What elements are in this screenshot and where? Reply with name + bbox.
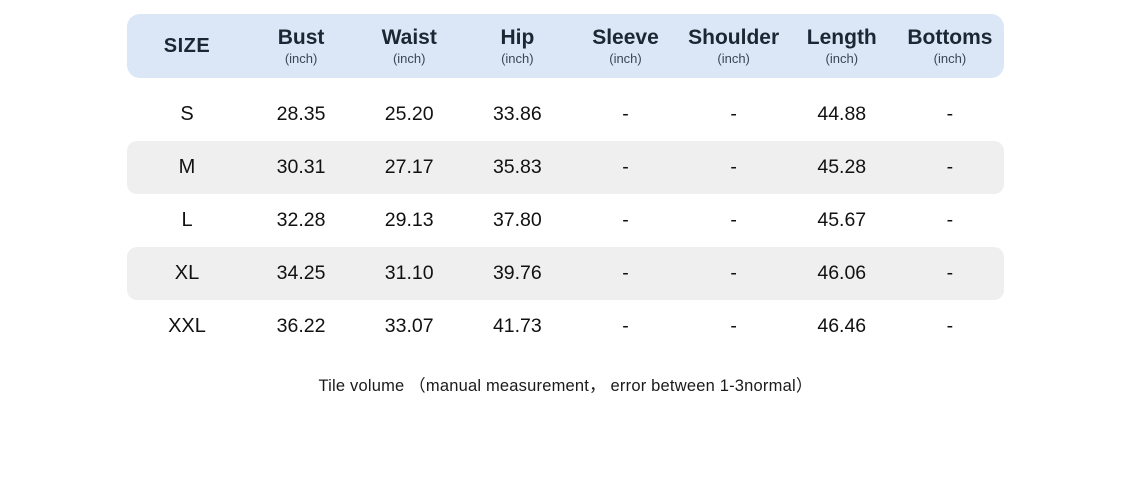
value-cell: 45.67 (817, 209, 867, 231)
value-cell: - (622, 315, 629, 337)
column-header-bust: Bust (inch) (247, 25, 355, 66)
value-cell: 39.76 (492, 262, 542, 284)
value-cell: - (946, 209, 954, 231)
value-cell: - (946, 315, 954, 337)
column-unit: (inch) (284, 50, 318, 66)
column-label: Sleeve (592, 25, 659, 49)
column-label: Length (806, 25, 877, 49)
table-row-l: L 32.28 29.13 37.80 - - 45.67 - (127, 194, 1004, 247)
column-header-length: Length (inch) (788, 25, 896, 66)
value-cell: 31.10 (384, 262, 434, 284)
column-label: Bottoms (907, 25, 993, 49)
value-cell: 32.28 (276, 209, 326, 231)
column-header-hip: Hip (inch) (463, 25, 571, 66)
column-label: Shoulder (688, 25, 780, 49)
value-cell: - (946, 262, 954, 284)
size-cell: XL (174, 262, 200, 284)
value-cell: 45.28 (817, 156, 867, 178)
value-cell: - (730, 156, 737, 178)
column-label: SIZE (163, 34, 211, 57)
column-label: Hip (500, 25, 535, 49)
value-cell: 34.25 (276, 262, 326, 284)
column-header-bottoms: Bottoms (inch) (896, 25, 1004, 66)
value-cell: - (622, 262, 629, 284)
column-unit: (inch) (933, 50, 967, 66)
column-header-shoulder: Shoulder (inch) (680, 25, 788, 66)
value-cell: 46.46 (817, 315, 867, 337)
value-cell: 29.13 (384, 209, 434, 231)
column-unit: (inch) (825, 50, 859, 66)
value-cell: - (946, 103, 954, 125)
value-cell: - (730, 103, 737, 125)
column-header-sleeve: Sleeve (inch) (571, 25, 679, 66)
value-cell: - (946, 156, 954, 178)
column-unit: (inch) (501, 50, 534, 66)
value-cell: 33.07 (384, 315, 434, 337)
size-cell: S (180, 103, 194, 125)
value-cell: 35.83 (492, 156, 542, 178)
value-cell: 44.88 (817, 103, 867, 125)
value-cell: 25.20 (384, 103, 434, 125)
column-label: Waist (381, 25, 437, 49)
column-header-size: SIZE (127, 34, 247, 57)
measurement-note: Tile volume （manual measurement， error b… (318, 377, 813, 395)
column-unit: (inch) (392, 50, 426, 66)
size-cell: M (178, 156, 196, 178)
value-cell: 27.17 (384, 156, 434, 178)
column-unit: (inch) (609, 50, 642, 66)
value-cell: - (622, 156, 629, 178)
value-cell: 46.06 (817, 262, 867, 284)
table-row-xl: XL 34.25 31.10 39.76 - - 46.06 - (127, 247, 1004, 300)
column-label: Bust (277, 25, 325, 49)
column-header-waist: Waist (inch) (355, 25, 463, 66)
size-chart-body: S 28.35 25.20 33.86 - - 44.88 - M 30.31 27.17 35.83… (127, 88, 1004, 353)
value-cell: 33.86 (492, 103, 542, 125)
column-unit: (inch) (717, 50, 750, 66)
table-row-s: S 28.35 25.20 33.86 - - 44.88 - (127, 88, 1004, 141)
size-cell: XXL (168, 315, 206, 337)
value-cell: 41.73 (492, 315, 542, 337)
table-row-xxl: XXL 36.22 33.07 41.73 - - 46.46 - (127, 300, 1004, 353)
size-cell: L (181, 209, 193, 231)
value-cell: 28.35 (276, 103, 326, 125)
value-cell: - (730, 315, 737, 337)
size-chart-header: SIZE Bust (inch) Waist (inch) Hip (inch) Sleeve… (127, 14, 1004, 78)
value-cell: 36.22 (276, 315, 326, 337)
value-cell: 30.31 (276, 156, 326, 178)
value-cell: - (730, 262, 737, 284)
table-row-m: M 30.31 27.17 35.83 - - 45.28 - (127, 141, 1004, 194)
value-cell: - (730, 209, 737, 231)
value-cell: - (622, 209, 629, 231)
size-chart: SIZE Bust (inch) Waist (inch) Hip (inch) Sleeve… (127, 14, 1004, 396)
value-cell: - (622, 103, 629, 125)
value-cell: 37.80 (492, 209, 542, 231)
